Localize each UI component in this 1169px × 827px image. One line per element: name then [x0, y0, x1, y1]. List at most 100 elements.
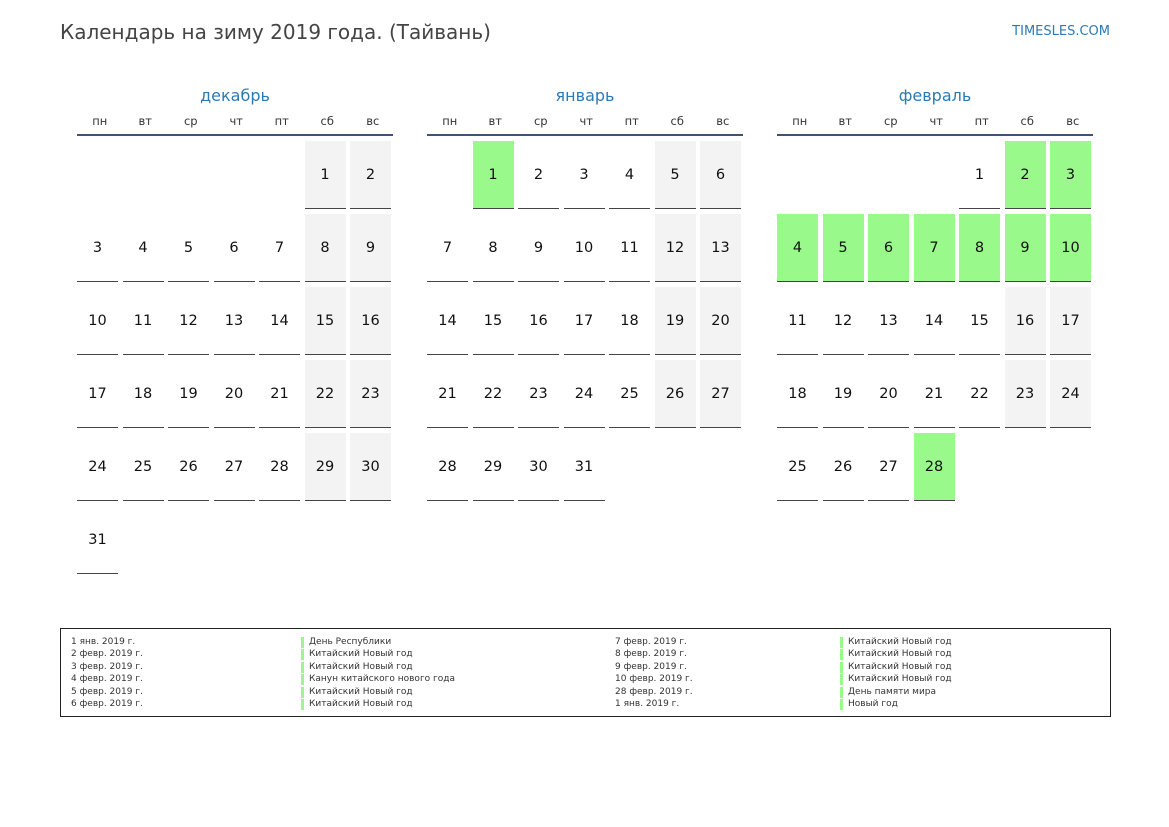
day-number: 9: [350, 214, 391, 282]
day-number: 25: [122, 433, 164, 501]
day-cell: 10: [563, 214, 610, 287]
day-number: 27: [700, 360, 741, 428]
day-cell: 16: [1004, 287, 1051, 360]
day-cell: 4: [122, 214, 169, 287]
day-cell: 15: [472, 287, 519, 360]
day-cell: 10: [77, 287, 123, 360]
day-cell: 2: [518, 141, 564, 214]
day-cell: 5: [168, 214, 214, 287]
day-cell: 12: [822, 287, 869, 360]
day-cell: 9: [1004, 214, 1051, 287]
holiday-color-marker: [840, 686, 843, 698]
day-cell: 15: [959, 287, 1005, 360]
day-number: 20: [213, 360, 255, 428]
holiday-color-marker: [840, 698, 843, 710]
weekday-label: вт: [138, 114, 152, 128]
day-cell: 3: [1050, 141, 1096, 214]
day-number: 3: [1050, 141, 1091, 209]
day-number: 18: [122, 360, 164, 428]
day-number: 2: [518, 141, 559, 209]
legend-holiday: Китайский Новый год: [301, 648, 455, 661]
day-grid: 1 2 3 4 5 6 7 8 9 10 11 12 13 14 15 16 17 18 19 20 21 22 23 24 2…: [77, 136, 393, 579]
day-number: 1: [472, 141, 514, 209]
legend-date: 8 февр. 2019 г.: [615, 649, 687, 660]
day-number: 20: [868, 360, 909, 428]
day-number: 6: [868, 214, 909, 282]
day-number: 16: [518, 287, 559, 355]
weekday-label: сб: [320, 114, 334, 128]
day-cell: 5: [822, 214, 869, 287]
day-cell: 7: [913, 214, 960, 287]
day-cell: 8: [472, 214, 519, 287]
empty-cell: [777, 141, 823, 214]
weekday-label: ср: [533, 114, 548, 128]
day-number: 6: [213, 214, 255, 282]
day-cell: 6: [213, 214, 260, 287]
month-name: февраль: [898, 86, 972, 105]
legend-names-left: День Республики Китайский Новый год Китайс…: [301, 636, 455, 710]
empty-cell: [168, 141, 214, 214]
legend-holiday: День Республики: [301, 636, 455, 648]
day-cell: 23: [350, 360, 396, 433]
legend-holiday: Новый год: [840, 698, 952, 710]
weekday-label: вс: [1066, 114, 1080, 128]
day-cell: 13: [213, 287, 260, 360]
holiday-color-marker: [840, 649, 843, 661]
day-number: 18: [609, 287, 650, 355]
day-number: 15: [304, 287, 346, 355]
day-cell: 29: [472, 433, 519, 506]
day-cell: 21: [259, 360, 305, 433]
site-link[interactable]: TIMESLES.COM: [1012, 24, 1110, 39]
legend-date: 6 февр. 2019 г.: [71, 698, 143, 709]
weekday-label: вс: [366, 114, 380, 128]
page-title: Календарь на зиму 2019 года. (Тайвань): [60, 20, 491, 44]
legend-date: 9 февр. 2019 г.: [615, 661, 687, 672]
day-cell: 30: [350, 433, 396, 506]
day-cell: 14: [913, 287, 960, 360]
day-cell: 31: [77, 506, 123, 579]
day-number: 8: [472, 214, 514, 282]
legend-date: 7 февр. 2019 г.: [615, 637, 687, 647]
day-number: 8: [959, 214, 1000, 282]
holiday-legend: 1 янв. 2019 г. 2 февр. 2019 г. 3 февр. 201…: [60, 628, 1111, 717]
day-cell: 22: [959, 360, 1005, 433]
day-number: 13: [213, 287, 255, 355]
legend-date: 1 янв. 2019 г.: [71, 637, 136, 647]
day-number: 4: [609, 141, 650, 209]
empty-cell: [123, 141, 169, 214]
empty-cell: [77, 141, 123, 214]
day-cell: 1: [472, 141, 519, 214]
day-cell: 7: [427, 214, 473, 287]
legend-holiday-name: Китайский Новый год: [309, 649, 413, 660]
legend-date: 2 февр. 2019 г.: [71, 649, 143, 660]
day-number: 18: [777, 360, 818, 428]
day-number: 7: [427, 214, 468, 282]
day-cell: 22: [304, 360, 351, 433]
day-number: 9: [518, 214, 559, 282]
day-number: 22: [959, 360, 1000, 428]
day-cell: 15: [304, 287, 351, 360]
day-cell: 26: [822, 433, 869, 506]
weekday-label: пн: [92, 114, 108, 128]
day-number: 17: [77, 360, 118, 428]
day-cell: 13: [868, 287, 914, 360]
day-number: 1: [959, 141, 1000, 209]
day-number: 25: [777, 433, 818, 501]
day-number: 25: [609, 360, 650, 428]
weekday-label: чт: [579, 114, 594, 128]
day-cell: 8: [959, 214, 1005, 287]
day-number: 27: [213, 433, 255, 501]
day-number: 5: [822, 214, 864, 282]
legend-holiday-name: День памяти мира: [848, 686, 937, 697]
day-cell: 21: [913, 360, 960, 433]
day-cell: 11: [122, 287, 169, 360]
day-number: 26: [168, 433, 209, 501]
day-cell: 17: [77, 360, 123, 433]
day-number: 26: [822, 433, 864, 501]
day-cell: 14: [427, 287, 473, 360]
weekday-label: пт: [274, 114, 289, 128]
day-cell: 20: [700, 287, 746, 360]
month-name: январь: [555, 86, 615, 105]
day-cell: 19: [822, 360, 869, 433]
day-cell: 16: [518, 287, 564, 360]
